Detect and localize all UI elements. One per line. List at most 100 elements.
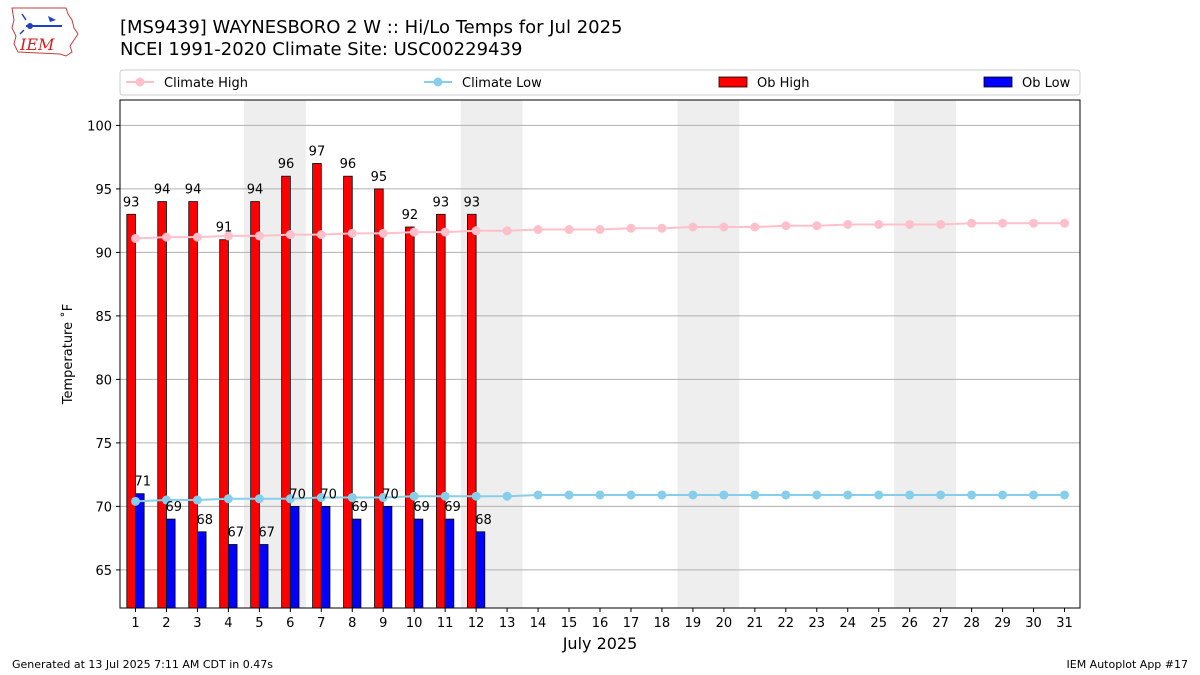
ob-low-legend-swatch [983, 76, 1013, 88]
x-tick-label: 25 [870, 616, 887, 631]
x-tick-label: 16 [592, 616, 609, 631]
ob-low-label: 69 [413, 500, 430, 515]
ob-high-bar [281, 175, 291, 609]
plot-frame [119, 99, 1081, 609]
climate-high-point [378, 228, 388, 238]
climate-low-point [564, 490, 574, 500]
chart-subtitle: NCEI 1991-2020 Climate Site: USC00229439 [120, 39, 523, 60]
logo-text: IEM [19, 35, 55, 54]
climate-low-point [285, 494, 295, 504]
x-axis-label: July 2025 [562, 634, 638, 653]
x-tick-label: 26 [901, 616, 918, 631]
climate-high-point [254, 231, 264, 241]
y-axis-label: Temperature ˚F [60, 304, 76, 405]
ob-high-label: 94 [154, 183, 171, 198]
climate-high-point [471, 226, 481, 236]
y-tick-label: 85 [95, 310, 112, 325]
climate-low-legend-marker [433, 77, 443, 87]
climate-high-point [192, 232, 202, 242]
weekend-shade [243, 100, 306, 608]
climate-low-point [998, 490, 1008, 500]
climate-high-legend-marker [135, 77, 145, 87]
climate-high-point [409, 227, 419, 237]
climate-low-point [130, 496, 140, 506]
climate-low-point [595, 490, 605, 500]
climate-low-point [409, 491, 419, 501]
climate-high-point [316, 230, 326, 240]
climate-low-point [471, 491, 481, 501]
ob-high-bar [219, 239, 229, 609]
ob-low-label: 68 [475, 513, 492, 528]
climate-low-point [936, 490, 946, 500]
climate-high-point [285, 230, 295, 240]
climate-high-point [967, 218, 977, 228]
x-tick-label: 27 [932, 616, 949, 631]
x-tick-label: 12 [468, 616, 485, 631]
ob-low-bar [444, 518, 455, 609]
x-tick-label: 30 [1025, 616, 1042, 631]
x-tick-label: 2 [162, 616, 170, 631]
ob-low-label: 69 [166, 500, 183, 515]
climate-high-point [564, 225, 574, 235]
ob-low-label: 70 [382, 487, 399, 502]
ob-low-label: 70 [320, 487, 337, 502]
generated-note: Generated at 13 Jul 2025 7:11 AM CDT in … [12, 658, 273, 671]
x-tick-label: 31 [1056, 616, 1073, 631]
climate-high-point [626, 223, 636, 233]
ob-low-bar [320, 505, 331, 609]
x-tick-label: 29 [994, 616, 1011, 631]
climate-high-point [688, 222, 698, 232]
ob-high-bar [188, 201, 198, 609]
climate-low-point [843, 490, 853, 500]
climate-high-point [874, 219, 884, 229]
x-tick-label: 5 [255, 616, 263, 631]
ob-high-label: 91 [216, 221, 233, 236]
x-tick-label: 7 [317, 616, 325, 631]
climate-low-point [223, 494, 233, 504]
climate-high-line [135, 222, 1065, 240]
y-tick-label: 70 [95, 500, 112, 515]
ob-low-label: 69 [444, 500, 461, 515]
ob-low-legend-label: Ob Low [1022, 76, 1071, 91]
climate-high-point [502, 226, 512, 236]
x-tick-label: 11 [437, 616, 454, 631]
ob-low-label: 67 [258, 526, 275, 541]
climate-high-point [812, 221, 822, 231]
x-tick-label: 23 [809, 616, 826, 631]
climate-high-point [719, 222, 729, 232]
ob-high-label: 94 [247, 183, 264, 198]
ob-low-bar [413, 518, 424, 609]
climate-high-point [130, 233, 140, 243]
ob-high-legend-swatch [718, 76, 748, 88]
ob-low-bar [166, 518, 176, 609]
climate-high-point [657, 223, 667, 233]
climate-low-point [781, 490, 791, 500]
ob-low-bar [197, 531, 207, 609]
climate-high-point [595, 225, 605, 235]
ob-low-bar [475, 531, 486, 609]
x-tick-label: 1 [131, 616, 139, 631]
climate-low-point [254, 494, 264, 504]
ob-low-bar [258, 544, 269, 609]
climate-high-point [347, 228, 357, 238]
climate-low-point [750, 490, 760, 500]
climate-low-line [135, 493, 1065, 503]
weekend-shade [460, 100, 523, 608]
x-tick-label: 24 [839, 616, 856, 631]
ob-high-label: 96 [278, 157, 295, 172]
climate-low-legend-label: Climate Low [462, 76, 542, 91]
climate-low-point [719, 490, 729, 500]
x-tick-label: 13 [499, 616, 516, 631]
climate-high-point [440, 227, 450, 237]
climate-low-point [688, 490, 698, 500]
ob-high-label: 94 [185, 183, 202, 198]
climate-low-point [347, 493, 357, 503]
ob-high-bar [374, 188, 384, 609]
ob-high-bar [467, 213, 477, 609]
climate-high-point [1029, 218, 1039, 228]
legend-box [119, 69, 1081, 96]
x-tick-label: 28 [963, 616, 980, 631]
ob-high-bar [436, 213, 446, 609]
climate-low-point [378, 493, 388, 503]
